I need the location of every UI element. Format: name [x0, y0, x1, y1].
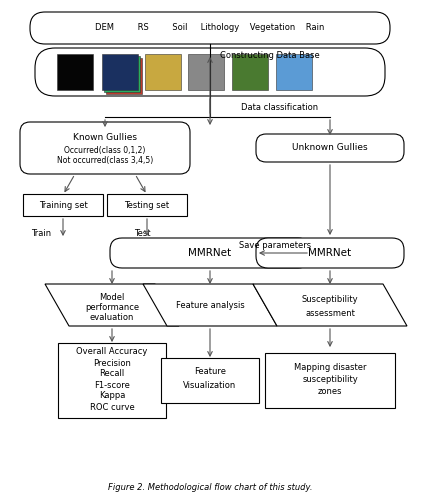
Text: Save parameters: Save parameters	[239, 240, 311, 250]
Text: Not occurred(class 3,4,5): Not occurred(class 3,4,5)	[57, 156, 153, 166]
Bar	[232, 54, 268, 90]
Polygon shape	[253, 284, 407, 326]
FancyBboxPatch shape	[110, 238, 310, 268]
Text: Recall: Recall	[99, 370, 125, 378]
Text: Feature: Feature	[194, 368, 226, 376]
Text: Train: Train	[31, 228, 51, 237]
Text: Known Gullies: Known Gullies	[73, 134, 137, 142]
Text: zones: zones	[318, 388, 342, 396]
Bar	[161, 358, 259, 403]
FancyBboxPatch shape	[30, 12, 390, 44]
FancyBboxPatch shape	[256, 134, 404, 162]
Text: MMRNet: MMRNet	[189, 248, 232, 258]
Bar	[107, 194, 187, 216]
Text: assessment: assessment	[305, 308, 355, 318]
Text: Mapping disaster: Mapping disaster	[294, 364, 366, 372]
Text: Unknown Gullies: Unknown Gullies	[292, 144, 368, 152]
Text: DEM         RS         Soil     Lithology    Vegetation    Rain: DEM RS Soil Lithology Vegetation Rain	[95, 24, 325, 32]
Bar	[145, 54, 181, 90]
Text: F1-score: F1-score	[94, 380, 130, 390]
Text: Testing set: Testing set	[125, 200, 170, 209]
Text: performance: performance	[85, 302, 139, 312]
Text: Precision: Precision	[93, 358, 131, 368]
Text: Data classification: Data classification	[241, 104, 319, 112]
Text: Constructing Data Base: Constructing Data Base	[220, 52, 320, 60]
Bar	[58, 342, 166, 417]
Polygon shape	[45, 284, 179, 326]
Text: Figure 2. Methodological flow chart of this study.: Figure 2. Methodological flow chart of t…	[108, 484, 312, 492]
Polygon shape	[143, 284, 277, 326]
Text: Overall Accuracy: Overall Accuracy	[76, 348, 148, 356]
Text: evaluation: evaluation	[90, 312, 134, 322]
Bar	[265, 352, 395, 408]
Bar	[106, 58, 142, 94]
Text: Test: Test	[134, 228, 150, 237]
Text: Susceptibility: Susceptibility	[302, 296, 358, 304]
Text: Model: Model	[99, 292, 125, 302]
Bar	[188, 54, 224, 90]
Bar	[104, 56, 140, 92]
Text: susceptibility: susceptibility	[302, 376, 358, 384]
Text: ROC curve: ROC curve	[90, 402, 134, 411]
FancyBboxPatch shape	[256, 238, 404, 268]
Bar	[23, 194, 103, 216]
Text: Training set: Training set	[39, 200, 88, 209]
Text: Visualization: Visualization	[184, 380, 237, 390]
Text: Occurred(class 0,1,2): Occurred(class 0,1,2)	[64, 146, 146, 154]
Text: Feature analysis: Feature analysis	[176, 300, 244, 310]
Text: Kappa: Kappa	[99, 392, 125, 400]
Bar	[276, 54, 312, 90]
FancyBboxPatch shape	[35, 48, 385, 96]
FancyBboxPatch shape	[20, 122, 190, 174]
Text: MMRNet: MMRNet	[309, 248, 352, 258]
Bar	[57, 54, 93, 90]
Bar	[102, 54, 138, 90]
